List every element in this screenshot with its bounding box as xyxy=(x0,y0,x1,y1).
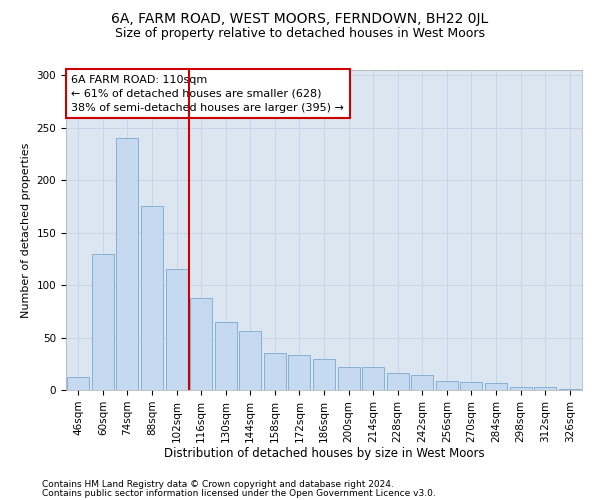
Bar xyxy=(534,387,556,390)
Bar xyxy=(239,331,262,390)
Bar xyxy=(141,206,163,390)
Text: Contains public sector information licensed under the Open Government Licence v3: Contains public sector information licen… xyxy=(42,488,436,498)
Bar xyxy=(460,382,482,390)
Bar xyxy=(215,322,237,390)
Bar xyxy=(166,270,188,390)
Bar xyxy=(485,382,507,390)
Text: Size of property relative to detached houses in West Moors: Size of property relative to detached ho… xyxy=(115,28,485,40)
Bar xyxy=(67,378,89,390)
Y-axis label: Number of detached properties: Number of detached properties xyxy=(21,142,31,318)
Bar xyxy=(289,356,310,390)
Bar xyxy=(116,138,139,390)
Bar xyxy=(338,367,359,390)
Text: 6A, FARM ROAD, WEST MOORS, FERNDOWN, BH22 0JL: 6A, FARM ROAD, WEST MOORS, FERNDOWN, BH2… xyxy=(112,12,488,26)
Bar xyxy=(264,354,286,390)
Bar xyxy=(386,373,409,390)
Bar xyxy=(436,380,458,390)
X-axis label: Distribution of detached houses by size in West Moors: Distribution of detached houses by size … xyxy=(164,448,484,460)
Bar xyxy=(92,254,114,390)
Text: 6A FARM ROAD: 110sqm
← 61% of detached houses are smaller (628)
38% of semi-deta: 6A FARM ROAD: 110sqm ← 61% of detached h… xyxy=(71,75,344,113)
Bar xyxy=(411,376,433,390)
Bar xyxy=(559,389,581,390)
Text: Contains HM Land Registry data © Crown copyright and database right 2024.: Contains HM Land Registry data © Crown c… xyxy=(42,480,394,489)
Bar xyxy=(509,387,532,390)
Bar xyxy=(313,358,335,390)
Bar xyxy=(362,367,384,390)
Bar xyxy=(190,298,212,390)
